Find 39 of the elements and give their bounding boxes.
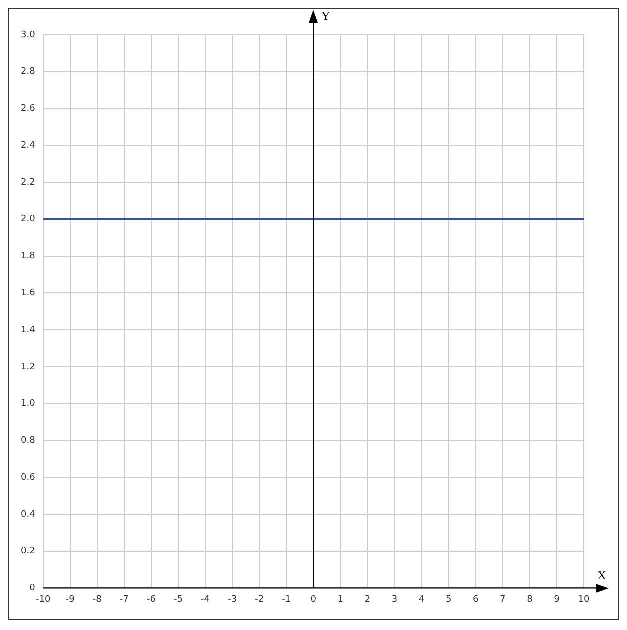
x-tick-label: -4 [201,594,210,605]
x-tick-label: 8 [527,594,534,605]
y-tick-label: 3.0 [20,30,36,40]
x-tick-label: 5 [446,594,452,605]
x-tick-label: -5 [174,594,183,605]
x-tick-label: 6 [472,594,479,605]
x-tick-label: -1 [282,594,292,605]
y-tick-label: 1.8 [20,252,36,262]
x-tick-label: 0 [310,594,317,605]
x-tick-label: -3 [228,594,238,605]
x-tick-label: -9 [66,594,76,605]
y-tick-label: 0.8 [20,436,36,446]
y-tick-label: 2.8 [20,67,36,78]
y-tick-label: 2.2 [20,178,36,188]
x-tick-label: 7 [500,594,506,605]
x-tick-label: 10 [578,594,590,605]
x-tick-label: 2 [364,594,371,605]
x-tick-label: -2 [255,594,264,605]
x-tick-label: -8 [92,594,102,605]
x-axis-title: X [598,568,607,582]
y-tick-label: 1.6 [20,288,36,299]
y-tick-label: 2.6 [20,104,36,114]
x-tick-label: 1 [338,594,344,605]
y-tick-label: 0.2 [20,546,36,557]
y-tick-label: 0.4 [20,510,36,520]
x-tick-label: 4 [418,594,425,605]
y-tick-label: 0 [30,584,36,594]
x-tick-label: -10 [36,594,51,605]
y-tick-label: 2.0 [20,214,36,225]
y-tick-label: 1.4 [20,325,36,336]
x-tick-label: 3 [392,594,398,605]
y-tick-label: 1.2 [20,362,36,372]
y-tick-label: 1.0 [20,399,36,410]
x-tick-label: -6 [146,594,156,605]
x-tick-label: -7 [120,594,129,605]
y-tick-label: 2.4 [20,140,36,151]
x-tick-label: 9 [554,594,560,605]
y-tick-label: 0.6 [20,472,36,483]
y-axis-title: Y [322,9,331,24]
